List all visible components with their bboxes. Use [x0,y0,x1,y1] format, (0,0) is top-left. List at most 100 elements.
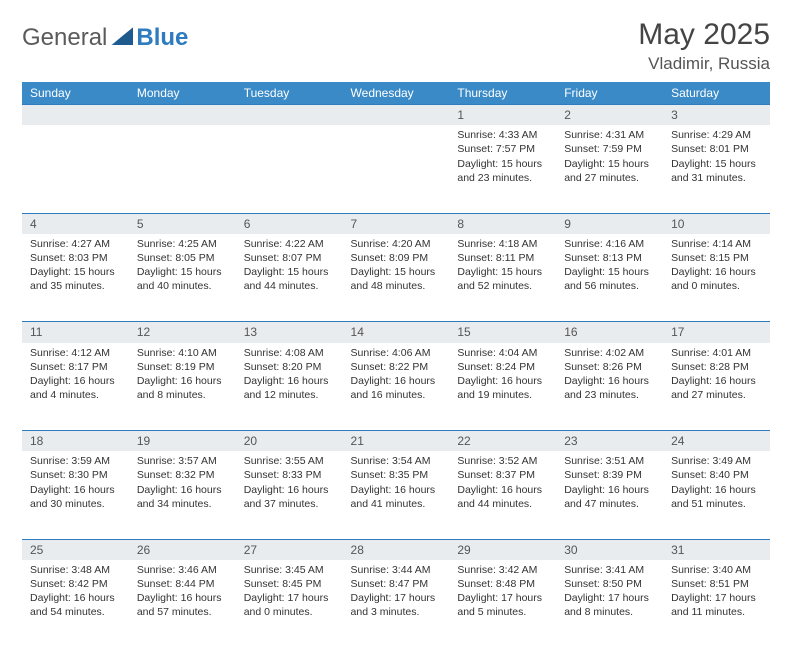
daylight-text: Daylight: 15 hours and 44 minutes. [244,265,335,293]
col-thursday: Thursday [449,82,556,105]
day-cell: Sunrise: 3:59 AMSunset: 8:30 PMDaylight:… [22,451,129,539]
sunrise-text: Sunrise: 4:20 AM [351,237,442,251]
brand-part1: General [22,24,107,52]
day-number-row: 18192021222324 [22,431,770,452]
week-row: Sunrise: 4:12 AMSunset: 8:17 PM Daylight:… [22,343,770,431]
blank-day-header [129,105,236,126]
sunrise-text: Sunrise: 4:22 AM [244,237,335,251]
sunset-text: Sunset: 7:57 PM [457,142,548,156]
day-cell: Sunrise: 3:49 AMSunset: 8:40 PMDaylight:… [663,451,770,539]
day-number: 1 [449,105,556,126]
day-number: 17 [663,322,770,343]
week-row: Sunrise: 3:48 AMSunset: 8:42 PMDaylight:… [22,560,770,648]
sunrise-text: Sunrise: 4:04 AM [457,346,548,360]
sunset-text: Sunset: 8:42 PM [30,577,121,591]
sunset-text: Sunset: 8:37 PM [457,468,548,482]
sunrise-text: Sunrise: 4:08 AM [244,346,335,360]
day-cell-body: Sunrise: 4:02 AMSunset: 8:26 PMDaylight:… [556,343,663,409]
daylight-text: Daylight: 15 hours and 35 minutes. [30,265,121,293]
blank-day-cell [343,125,450,213]
daylight-text: Daylight: 17 hours and 5 minutes. [457,591,548,619]
day-cell: Sunrise: 3:45 AMSunset: 8:45 PMDaylight:… [236,560,343,648]
sunrise-text: Sunrise: 4:31 AM [564,128,655,142]
sunrise-text: Sunrise: 3:55 AM [244,454,335,468]
sunset-text: Sunset: 8:13 PM [564,251,655,265]
day-cell-body: Sunrise: 3:59 AMSunset: 8:30 PMDaylight:… [22,451,129,517]
sunrise-text: Sunrise: 4:25 AM [137,237,228,251]
sunset-text: Sunset: 8:24 PM [457,360,548,374]
blank-day-cell [22,125,129,213]
sunset-text: Sunset: 8:26 PM [564,360,655,374]
daylight-text: Daylight: 16 hours and 23 minutes. [564,374,655,402]
daylight-text: Daylight: 15 hours and 23 minutes. [457,157,548,185]
day-number: 20 [236,431,343,452]
daylight-text: Daylight: 16 hours and 12 minutes. [244,374,335,402]
daylight-text: Daylight: 16 hours and 47 minutes. [564,483,655,511]
day-cell-body: Sunrise: 4:25 AMSunset: 8:05 PMDaylight:… [129,234,236,300]
day-cell: Sunrise: 3:55 AMSunset: 8:33 PMDaylight:… [236,451,343,539]
day-cell-body: Sunrise: 4:01 AMSunset: 8:28 PMDaylight:… [663,343,770,409]
page-header: GeneralBlue May 2025 Vladimir, Russia [22,18,770,74]
day-cell-body: Sunrise: 3:52 AMSunset: 8:37 PMDaylight:… [449,451,556,517]
sunset-text: Sunset: 8:44 PM [137,577,228,591]
day-number: 18 [22,431,129,452]
sunrise-text: Sunrise: 4:18 AM [457,237,548,251]
daylight-text: Daylight: 17 hours and 3 minutes. [351,591,442,619]
day-cell: Sunrise: 4:33 AMSunset: 7:57 PMDaylight:… [449,125,556,213]
sunset-text: Sunset: 8:35 PM [351,468,442,482]
day-number: 3 [663,105,770,126]
brand-triangle-icon [111,27,133,45]
daylight-text: Daylight: 16 hours and 44 minutes. [457,483,548,511]
sunset-text: Sunset: 8:01 PM [671,142,762,156]
sunrise-text: Sunrise: 4:27 AM [30,237,121,251]
sunset-text: Sunset: 8:17 PM [30,360,121,374]
day-cell: Sunrise: 3:51 AMSunset: 8:39 PMDaylight:… [556,451,663,539]
day-number: 29 [449,539,556,560]
sunrise-text: Sunrise: 3:45 AM [244,563,335,577]
sunrise-text: Sunrise: 3:54 AM [351,454,442,468]
blank-day-cell [236,125,343,213]
day-number: 8 [449,213,556,234]
day-cell-body: Sunrise: 4:06 AMSunset: 8:22 PMDaylight:… [343,343,450,409]
col-monday: Monday [129,82,236,105]
day-number: 26 [129,539,236,560]
day-number: 30 [556,539,663,560]
sunset-text: Sunset: 8:22 PM [351,360,442,374]
week-row: Sunrise: 4:33 AMSunset: 7:57 PMDaylight:… [22,125,770,213]
day-cell: Sunrise: 4:10 AMSunset: 8:19 PMDaylight:… [129,343,236,431]
day-cell-body: Sunrise: 3:46 AMSunset: 8:44 PMDaylight:… [129,560,236,626]
sunset-text: Sunset: 8:45 PM [244,577,335,591]
sunrise-text: Sunrise: 4:02 AM [564,346,655,360]
day-cell: Sunrise: 3:41 AMSunset: 8:50 PMDaylight:… [556,560,663,648]
sunrise-text: Sunrise: 3:46 AM [137,563,228,577]
daylight-text: Daylight: 15 hours and 31 minutes. [671,157,762,185]
daylight-text: Daylight: 15 hours and 27 minutes. [564,157,655,185]
sunset-text: Sunset: 8:15 PM [671,251,762,265]
location-label: Vladimir, Russia [638,54,770,74]
day-cell-body: Sunrise: 3:55 AMSunset: 8:33 PMDaylight:… [236,451,343,517]
day-cell-body: Sunrise: 4:14 AMSunset: 8:15 PMDaylight:… [663,234,770,300]
calendar-table: Sunday Monday Tuesday Wednesday Thursday… [22,82,770,648]
day-number: 24 [663,431,770,452]
day-cell: Sunrise: 4:27 AMSunset: 8:03 PMDaylight:… [22,234,129,322]
blank-day-header [22,105,129,126]
day-cell-body: Sunrise: 3:49 AMSunset: 8:40 PMDaylight:… [663,451,770,517]
col-friday: Friday [556,82,663,105]
sunrise-text: Sunrise: 3:40 AM [671,563,762,577]
sunset-text: Sunset: 8:51 PM [671,577,762,591]
day-cell: Sunrise: 4:12 AMSunset: 8:17 PMDaylight:… [22,343,129,431]
daylight-text: Daylight: 16 hours and 41 minutes. [351,483,442,511]
sunset-text: Sunset: 8:03 PM [30,251,121,265]
day-cell: Sunrise: 4:08 AMSunset: 8:20 PMDaylight:… [236,343,343,431]
col-saturday: Saturday [663,82,770,105]
sunset-text: Sunset: 8:50 PM [564,577,655,591]
day-number: 11 [22,322,129,343]
day-cell-body: Sunrise: 3:45 AMSunset: 8:45 PMDaylight:… [236,560,343,626]
day-cell-body: Sunrise: 3:44 AMSunset: 8:47 PMDaylight:… [343,560,450,626]
sunrise-text: Sunrise: 4:12 AM [30,346,121,360]
day-number: 6 [236,213,343,234]
day-cell: Sunrise: 3:40 AMSunset: 8:51 PMDaylight:… [663,560,770,648]
day-number-row: 25262728293031 [22,539,770,560]
sunset-text: Sunset: 8:19 PM [137,360,228,374]
daylight-text: Daylight: 16 hours and 30 minutes. [30,483,121,511]
